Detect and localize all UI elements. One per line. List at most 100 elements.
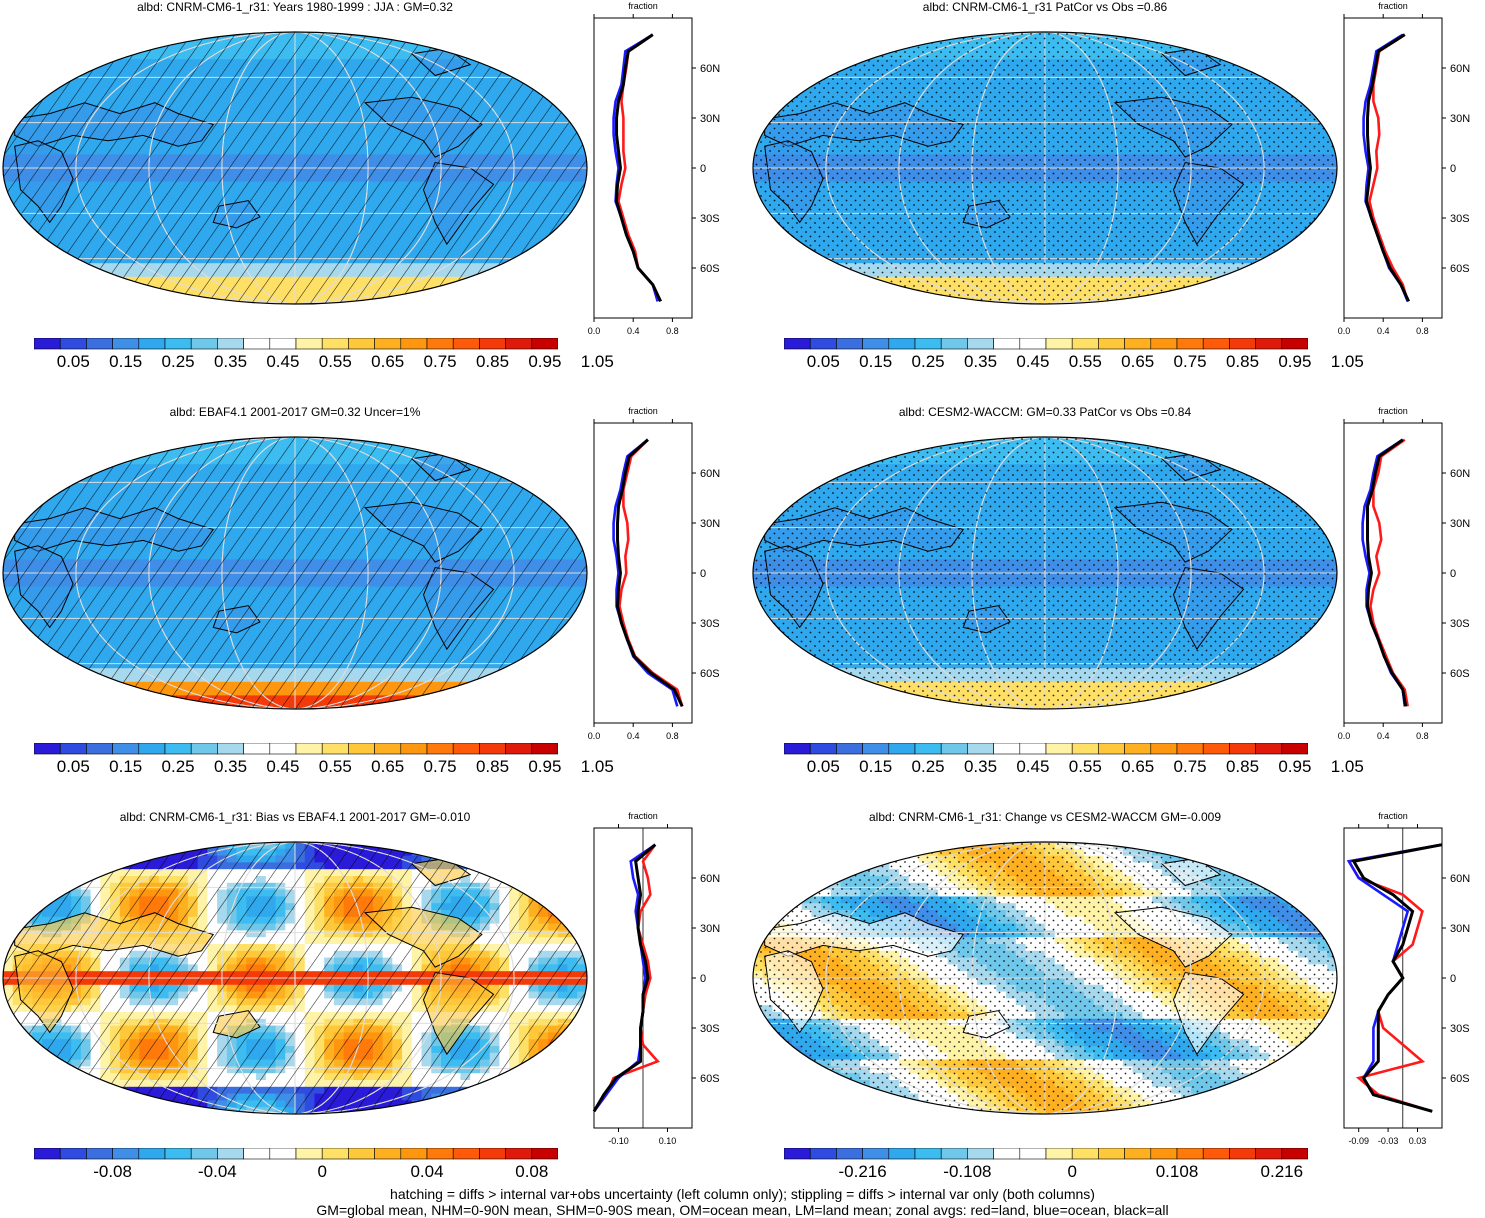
footer-note-hatching: hatching = diffs > internal var+obs unce…: [390, 1186, 1095, 1202]
colorbar-tick-label: 0.45: [266, 352, 300, 371]
zonal-x-tick: 0.10: [659, 1136, 677, 1146]
zonal-header: fraction: [1378, 811, 1408, 821]
zonal-mean-plot: fraction 60N 30N 0 30S 60S 0.0 0.4 0.8: [588, 1, 720, 336]
zonal-mean-plot: fraction 60N 30N 0 30S 60S 0.0 0.4 0.8: [1338, 1, 1470, 336]
colorbar-tick-label: 0.05: [806, 352, 840, 371]
colorbar-tick-label: 0.25: [911, 757, 945, 776]
colorbar-labels: -0.216 -0.108 0 0.108 0.216: [784, 1162, 1308, 1186]
colorbar-labels: 0.05 0.15 0.25 0.35 0.45 0.55 0.65 0.75 0.85 0.95…: [34, 757, 614, 781]
colorbar-labels: 0.05 0.15 0.25 0.35 0.45 0.55 0.65 0.75 0.85 0.95…: [34, 352, 614, 376]
zonal-lat-tick: 0: [1450, 973, 1456, 985]
panel-obs-climatology: albd: EBAF4.1 2001-2017 GM=0.32 Uncer=1%…: [0, 405, 740, 810]
colorbar-tick-label: 0.15: [859, 757, 893, 776]
zonal-line-all: [616, 438, 684, 707]
colorbar-tick-label: 0.75: [423, 352, 457, 371]
colorbar-tick-label: 0.05: [56, 352, 90, 371]
zonal-x-tick: 0.0: [1338, 731, 1351, 741]
zonal-mean-plot: fraction 60N 30N 0 30S 60S -0.09 -0.03 0.03: [1343, 811, 1470, 1146]
robinson-map: [752, 841, 1338, 1115]
colorbar: [784, 338, 1308, 350]
panel-title: albd: CNRM-CM6-1_r31: Bias vs EBAF4.1 20…: [119, 810, 471, 824]
zonal-x-tick: 0.0: [588, 326, 601, 336]
colorbar-tick-label: 0.15: [859, 352, 893, 371]
zonal-lat-tick: 0: [700, 568, 706, 580]
map-border: [752, 841, 1338, 1115]
zonal-lat-tick: 60S: [700, 263, 720, 275]
panel-title: albd: CNRM-CM6-1_r31 PatCor vs Obs =0.86: [922, 0, 1168, 14]
panel-model-patcor: albd: CNRM-CM6-1_r31 PatCor vs Obs =0.86…: [750, 0, 1485, 405]
robinson-map: [752, 436, 1338, 710]
map-field: [3, 437, 587, 709]
colorbar-tick-label: 0.35: [963, 757, 998, 776]
map-field: [753, 32, 1337, 304]
colorbar-labels: -0.08 -0.04 0 0.04 0.08: [34, 1162, 558, 1186]
colorbar-tick-label: 0.95: [528, 352, 562, 371]
panel-title: albd: CNRM-CM6-1_r31: Change vs CESM2-WA…: [869, 810, 1221, 824]
zonal-lat-tick: 30N: [700, 923, 720, 935]
zonal-lat-tick: 30S: [700, 618, 720, 630]
colorbar-tick-label: 0.75: [423, 757, 457, 776]
panel-model-climatology: albd: CNRM-CM6-1_r31: Years 1980-1999 : …: [0, 0, 740, 405]
colorbar-tick-label: 0.08: [515, 1162, 549, 1181]
map-border: [2, 436, 588, 710]
colorbar-tick-label: -0.04: [198, 1162, 237, 1181]
zonal-x-tick: 0.4: [627, 326, 640, 336]
footer-note-means: GM=global mean, NHM=0-90N mean, SHM=0-90…: [316, 1202, 1169, 1218]
colorbar-tick-label: 0.05: [806, 757, 840, 776]
zonal-lat-tick: 30S: [1450, 213, 1470, 225]
zonal-lat-tick: 60N: [700, 468, 720, 480]
colorbar-tick-label: 0.75: [1173, 352, 1207, 371]
colorbar-tick-label: 0.15: [109, 757, 143, 776]
panel-bias: albd: CNRM-CM6-1_r31: Bias vs EBAF4.1 20…: [0, 810, 740, 1215]
zonal-lat-tick: 30N: [700, 518, 720, 530]
zonal-mean-plot: fraction 60N 30N 0 30S 60S 0.0 0.4 0.8: [1338, 406, 1470, 741]
colorbar-tick-label: 0.35: [213, 352, 248, 371]
colorbar-tick-label: 0.55: [1068, 352, 1102, 371]
zonal-line-land: [592, 843, 660, 1113]
colorbar-tick-label: -0.108: [943, 1162, 992, 1181]
map-field: [3, 32, 587, 304]
colorbar-tick-label: 0.85: [475, 757, 510, 776]
map-field: [753, 437, 1337, 709]
colorbar-tick-label: 0.85: [1225, 757, 1260, 776]
colorbar-tick-label: 0.45: [1016, 352, 1050, 371]
colorbar-tick-label: 0.65: [371, 757, 405, 776]
colorbar-labels: 0.05 0.15 0.25 0.35 0.45 0.55 0.65 0.75 0.85 0.95…: [784, 352, 1364, 376]
zonal-lat-tick: 0: [700, 163, 706, 175]
colorbar-tick-label: -0.216: [838, 1162, 887, 1181]
colorbar-tick-label: 0.85: [475, 352, 510, 371]
panel-change: albd: CNRM-CM6-1_r31: Change vs CESM2-WA…: [750, 810, 1485, 1215]
colorbar-tick-label: 0.45: [1016, 757, 1050, 776]
colorbar-tick-label: 0.35: [963, 352, 998, 371]
colorbar-tick-label: 0: [1067, 1162, 1077, 1181]
map-border: [2, 31, 588, 305]
colorbar: [784, 1148, 1308, 1160]
zonal-lat-tick: 60S: [700, 1073, 720, 1085]
zonal-x-tick: 0.4: [1377, 326, 1390, 336]
colorbar-tick-label: 0.55: [318, 757, 352, 776]
zonal-lat-tick: 60S: [1450, 263, 1470, 275]
colorbar-tick-label: 0.15: [109, 352, 143, 371]
zonal-header: fraction: [1378, 1, 1408, 11]
panel-title: albd: CNRM-CM6-1_r31: Years 1980-1999 : …: [137, 0, 453, 14]
colorbar-tick-label: 0: [317, 1162, 327, 1181]
panel-title: albd: EBAF4.1 2001-2017 GM=0.32 Uncer=1%: [169, 405, 421, 419]
colorbar-tick-label: 0.95: [1278, 352, 1312, 371]
colorbar-tick-label: 0.108: [1155, 1162, 1199, 1181]
robinson-map: [2, 31, 588, 305]
zonal-lat-tick: 30S: [700, 213, 720, 225]
zonal-x-tick: 0.0: [588, 731, 601, 741]
colorbar-tick-label: 0.55: [318, 352, 352, 371]
zonal-lat-tick: 0: [1450, 568, 1456, 580]
zonal-x-tick: 0.8: [1416, 326, 1429, 336]
zonal-lat-tick: 30N: [700, 113, 720, 125]
zonal-x-tick: 0.8: [1416, 731, 1429, 741]
zonal-x-tick: 0.4: [627, 731, 640, 741]
zonal-x-tick: 0.03: [1409, 1136, 1427, 1146]
zonal-lat-tick: 0: [1450, 163, 1456, 175]
map-field: [753, 842, 1337, 1114]
colorbar-tick-label: 1.05: [580, 352, 614, 371]
colorbar-tick-label: 0.45: [266, 757, 300, 776]
zonal-header: fraction: [628, 1, 658, 11]
colorbar-tick-label: 0.25: [911, 352, 945, 371]
